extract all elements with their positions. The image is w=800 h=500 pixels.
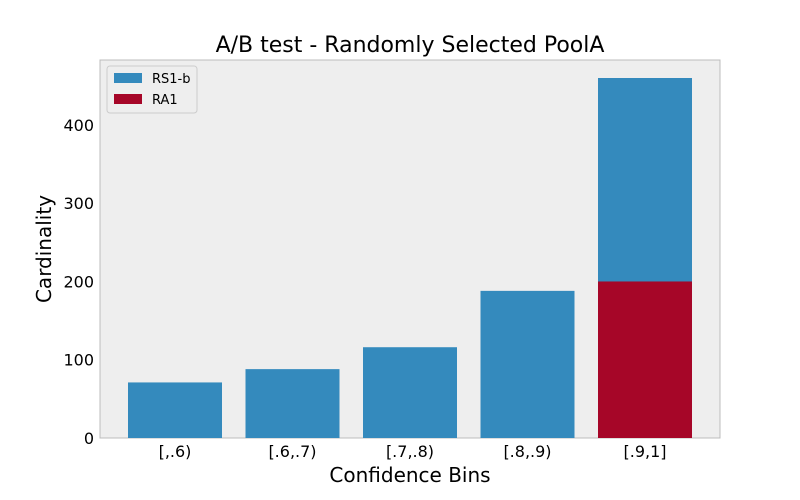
x-axis-ticks: [,.6) [.6,.7) [.7,.8) [.8,.9) [.9,1]: [159, 442, 667, 461]
y-tick-label: 300: [63, 194, 94, 213]
legend: RS1-b RA1: [106, 65, 198, 114]
y-axis-label: Cardinality: [32, 195, 56, 303]
x-axis-label: Confidence Bins: [329, 463, 490, 487]
bar-rs1-b-1: [245, 369, 340, 438]
x-tick-label: [.7,.8): [386, 442, 434, 461]
y-tick-label: 100: [63, 351, 94, 370]
bar-rs1-b-3: [480, 290, 575, 438]
x-tick-label: [.9,1]: [623, 442, 666, 461]
bar-rs1-b-2: [363, 347, 457, 438]
x-tick-label: [.8,.9): [503, 442, 551, 461]
x-tick-label: [.6,.7): [268, 442, 316, 461]
y-tick-label: 400: [63, 116, 94, 135]
legend-swatch-ra1: [114, 94, 142, 104]
bar-rs1-b-0: [128, 382, 222, 438]
x-tick-label: [,.6): [159, 442, 192, 461]
chart-title: A/B test - Randomly Selected PoolA: [216, 33, 605, 58]
y-tick-label: 0: [84, 429, 94, 448]
bar-ra1-4: [598, 281, 692, 438]
y-axis-ticks: 0 100 200 300 400: [63, 116, 94, 448]
legend-label-ra1: RA1: [152, 93, 178, 108]
legend-swatch-rs1-b: [114, 73, 142, 83]
legend-label-rs1-b: RS1-b: [152, 72, 191, 87]
y-tick-label: 200: [63, 272, 94, 291]
bars-layer: [128, 78, 692, 438]
